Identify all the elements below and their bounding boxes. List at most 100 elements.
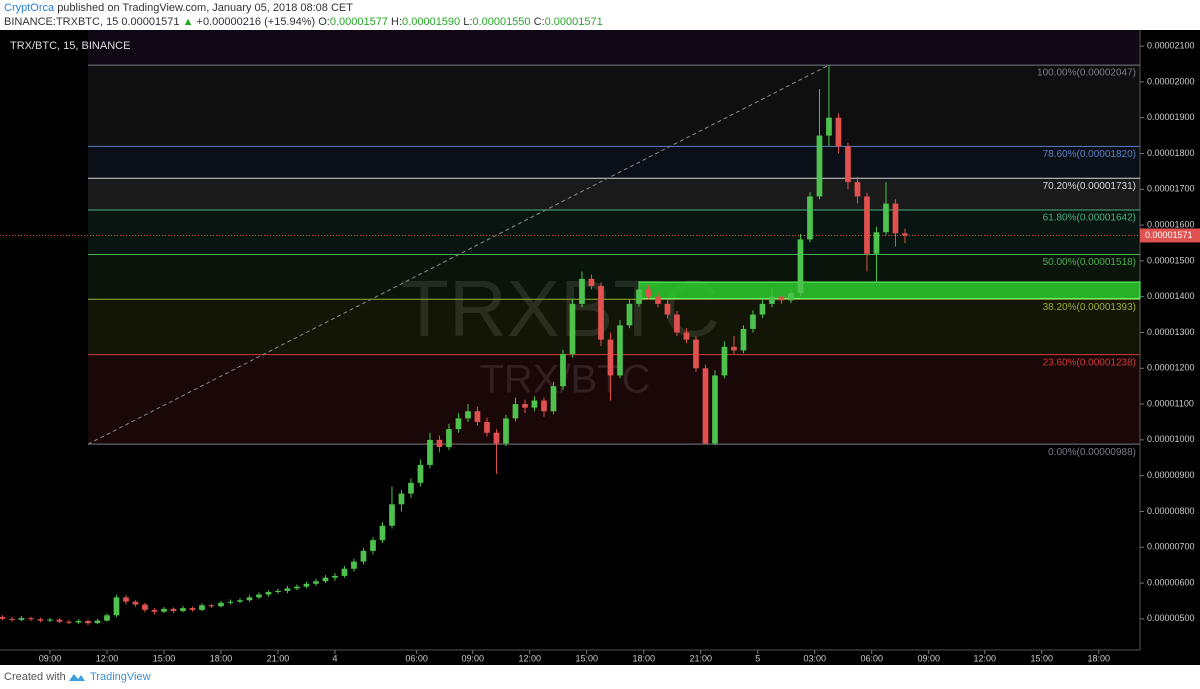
h: 0.00001590 xyxy=(402,16,461,28)
candle-body xyxy=(455,418,462,430)
y-tick-label: 0.00001000 xyxy=(1147,434,1195,444)
candle-body xyxy=(227,601,234,603)
y-tick-label: 0.00001300 xyxy=(1147,327,1195,337)
candle-body xyxy=(892,203,899,234)
logo xyxy=(69,674,85,681)
candle-body xyxy=(740,328,747,351)
x-tick-label: 15:00 xyxy=(153,653,176,663)
candle-body xyxy=(47,619,53,621)
candle-body xyxy=(379,525,386,541)
background xyxy=(0,30,1200,665)
candle-body xyxy=(9,618,15,620)
y-tick-label: 0.00000700 xyxy=(1147,542,1195,552)
candle-body xyxy=(531,400,538,408)
change: +0.00000216 (+15.94%) xyxy=(196,16,316,28)
candle-body xyxy=(493,432,500,444)
candle-body xyxy=(693,339,699,369)
candle-body xyxy=(303,583,310,587)
published: published on TradingView.com, January 05… xyxy=(57,2,353,14)
candle-body xyxy=(341,568,348,576)
candle-body xyxy=(788,293,794,301)
x-tick-label: 15:00 xyxy=(575,653,598,663)
x-tick-label: 12:00 xyxy=(974,653,997,663)
y-tick-label: 0.00002000 xyxy=(1147,76,1195,86)
last-price-box xyxy=(1140,228,1200,243)
y-tick-label: 0.00001700 xyxy=(1147,184,1195,194)
fib-label: 23.60%(0.00001238) xyxy=(1043,357,1136,368)
fib-label: 61.80%(0.00001642) xyxy=(1043,213,1136,224)
candle-body xyxy=(0,617,6,619)
candle-body xyxy=(484,421,490,433)
chart-title: TRX/BTC, 15, BINANCE xyxy=(10,40,130,52)
candle-body xyxy=(351,561,357,569)
h-key: H: xyxy=(391,16,403,28)
candle-body xyxy=(104,615,110,621)
candle-body xyxy=(417,464,424,483)
x-tick-label: 15:00 xyxy=(1031,653,1054,663)
candle-body xyxy=(113,597,120,616)
candle-body xyxy=(75,621,82,623)
x-tick-label: 12:00 xyxy=(96,653,119,663)
y-tick-label: 0.00000800 xyxy=(1147,506,1195,516)
candle-body xyxy=(465,411,471,419)
c: 0.00001571 xyxy=(544,16,603,28)
x-tick-label: 4 xyxy=(332,653,337,663)
candle-body xyxy=(626,303,633,326)
candle-body xyxy=(256,594,262,598)
fib-band xyxy=(87,210,1141,255)
x-tick-label: 12:00 xyxy=(518,653,541,663)
candle-body xyxy=(265,592,272,595)
fib-label: 100.00%(0.00002047) xyxy=(1037,68,1136,79)
candle-body xyxy=(132,601,139,605)
fib-band xyxy=(87,299,1141,355)
fib-trend xyxy=(87,64,830,445)
candle-body xyxy=(883,203,889,233)
y-tick-label: 0.00000600 xyxy=(1147,577,1195,587)
y-tick-label: 0.00001800 xyxy=(1147,148,1195,158)
candle-body xyxy=(797,239,804,294)
candle-body xyxy=(854,182,861,197)
candle-body xyxy=(199,605,205,610)
candle-body xyxy=(645,289,652,297)
candle-body xyxy=(636,289,642,304)
candle-body xyxy=(436,439,443,448)
last-price-label: 0.00001571 xyxy=(1145,230,1193,240)
l: 0.00001550 xyxy=(472,16,531,28)
y-tick-label: 0.00000500 xyxy=(1147,613,1195,623)
candle-body xyxy=(370,540,376,551)
x-tick-label: 09:00 xyxy=(39,653,62,663)
candle-body xyxy=(826,117,832,136)
candle-body xyxy=(389,504,395,526)
brand[interactable]: TradingView xyxy=(90,671,151,683)
candle-body xyxy=(674,314,680,333)
candle-body xyxy=(322,577,329,582)
candle-body xyxy=(170,608,177,611)
candle-body xyxy=(237,600,243,602)
candle-body xyxy=(721,346,728,376)
candle-body xyxy=(835,117,842,147)
candle-body xyxy=(408,482,414,494)
candle-body xyxy=(360,550,367,562)
candle-body xyxy=(902,233,908,236)
o-key: O: xyxy=(318,16,330,28)
candle-body xyxy=(807,196,813,240)
c-key: C: xyxy=(533,16,545,28)
candle-body xyxy=(18,618,25,620)
l-key: L: xyxy=(463,16,473,28)
zone xyxy=(638,281,1141,299)
arrow: ▲ xyxy=(182,16,194,28)
candle-body xyxy=(189,608,196,610)
x-tick-label: 06:00 xyxy=(405,653,428,663)
candle-body xyxy=(541,400,547,412)
candle-body xyxy=(845,146,851,183)
candle-body xyxy=(284,588,291,591)
candle-body xyxy=(208,605,215,607)
author[interactable]: CryptOrca xyxy=(4,2,55,14)
candle-body xyxy=(512,404,519,419)
candle-body xyxy=(702,368,709,444)
candle-body xyxy=(246,597,253,601)
y-tick-label: 0.00001900 xyxy=(1147,112,1195,122)
candle-body xyxy=(778,296,785,301)
y-tick-label: 0.00000900 xyxy=(1147,470,1195,480)
